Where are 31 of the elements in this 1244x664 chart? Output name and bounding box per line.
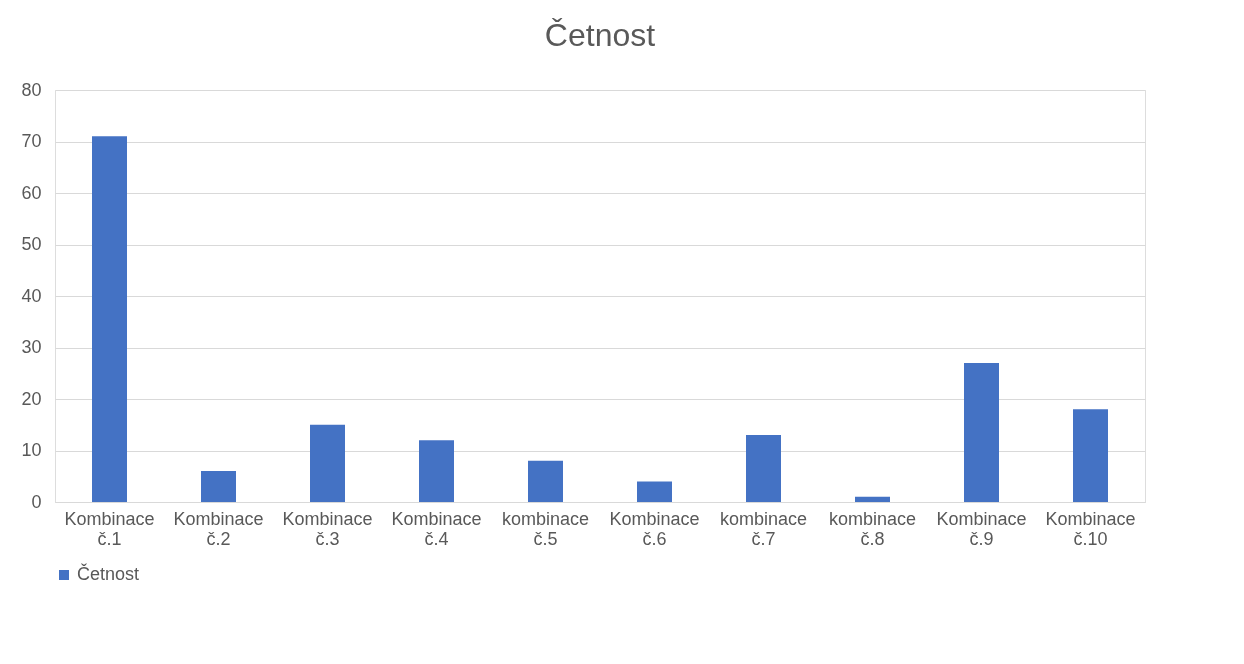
x-tick-label: kombinace č.8 <box>828 508 917 549</box>
y-tick-label: 60 <box>21 182 42 203</box>
bar <box>746 435 781 502</box>
bar <box>637 481 672 502</box>
legend-label: Četnost <box>77 563 140 584</box>
x-tick-label: Kombinace č.10 <box>1045 508 1136 549</box>
x-tick-label: Kombinace č.4 <box>391 508 482 549</box>
y-tick-label: 0 <box>31 491 42 512</box>
bar <box>201 471 236 502</box>
y-tick-label: 20 <box>21 388 42 409</box>
x-tick-label: Kombinace č.9 <box>936 508 1027 549</box>
y-tick-label: 10 <box>21 440 42 460</box>
x-tick-label: Kombinace č.6 <box>609 508 700 549</box>
bar <box>419 440 454 502</box>
bar <box>92 136 127 502</box>
bar <box>528 460 563 502</box>
chart-title: Četnost <box>544 17 656 53</box>
x-tick-label: Kombinace č.3 <box>282 508 373 549</box>
y-tick-label: 70 <box>21 131 42 151</box>
y-tick-label: 30 <box>21 337 42 357</box>
bar <box>964 362 999 502</box>
bar <box>855 496 890 502</box>
bar <box>1073 409 1108 502</box>
y-tick-label: 50 <box>21 234 42 254</box>
x-tick-label: Kombinace č.1 <box>64 508 155 549</box>
x-tick-label: Kombinace č.2 <box>173 508 264 549</box>
y-tick-label: 80 <box>21 79 42 100</box>
bar <box>310 424 345 502</box>
y-tick-label: 40 <box>21 285 42 306</box>
x-tick-label: kombinace č.5 <box>501 508 590 549</box>
x-tick-label: kombinace č.7 <box>719 508 808 549</box>
